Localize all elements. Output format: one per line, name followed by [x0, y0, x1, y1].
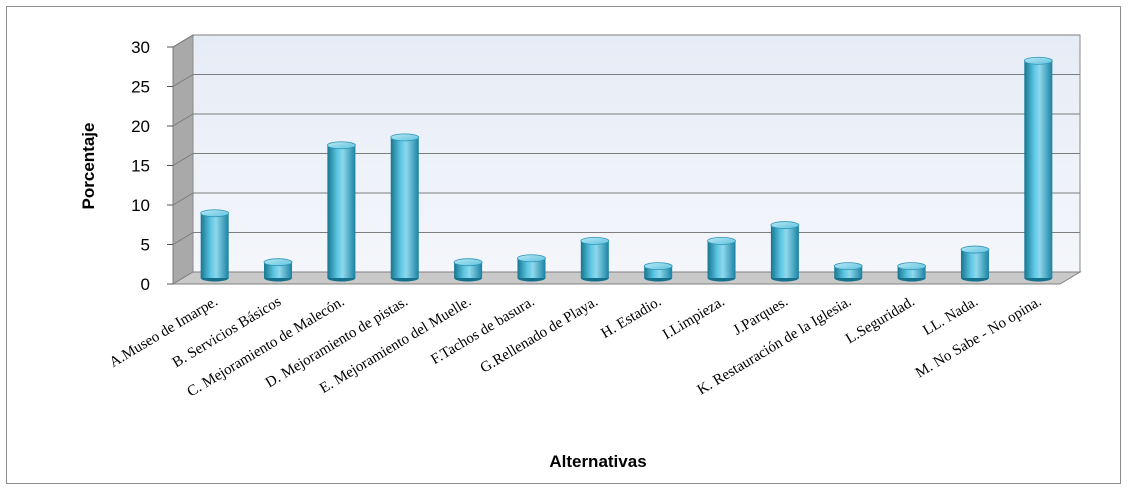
gridline-side [172, 232, 194, 245]
floor [171, 271, 1082, 285]
bar [326, 141, 356, 282]
y-tick-label: 10 [131, 196, 150, 215]
bar [897, 262, 927, 282]
bar-top [200, 209, 230, 218]
gridline-side [172, 113, 194, 127]
bar-top [390, 133, 420, 142]
bar-body [454, 262, 483, 278]
x-tick-label: F.Tachos de basura. [428, 294, 537, 368]
bar-body [264, 262, 293, 278]
bar-body [897, 266, 926, 278]
y-tick-label: 25 [131, 78, 150, 97]
bar [263, 258, 293, 282]
y-tick-label: 0 [141, 275, 150, 294]
x-tick-label: A.Museo de Imarpe. [107, 294, 221, 371]
bar [1023, 56, 1053, 282]
bar-top [643, 262, 673, 271]
x-tick-label: I.Limpieza. [660, 294, 728, 343]
bar-top [960, 245, 990, 254]
bar-body [517, 258, 546, 278]
bar-body [327, 145, 356, 278]
bar [580, 236, 610, 282]
bar [517, 254, 546, 282]
x-tick-label: L.Seguridad. [843, 294, 918, 348]
bar-top [517, 254, 546, 263]
bar [453, 258, 483, 282]
bar-body [200, 213, 229, 278]
gridline-side [172, 74, 194, 87]
gridline-side [172, 153, 194, 166]
bar-body [1024, 60, 1053, 278]
bar-top [1023, 56, 1053, 65]
bar-top [326, 141, 356, 150]
bar [960, 245, 990, 282]
bar-top [897, 262, 927, 271]
bar-top [707, 236, 736, 245]
bar-top [770, 221, 800, 229]
x-tick-label: B. Servicios Básicos [170, 294, 284, 372]
gridline-side [172, 34, 194, 48]
bar-body [390, 137, 419, 278]
bars [200, 56, 1053, 282]
bar-body [834, 266, 863, 278]
bar-body [644, 266, 673, 278]
x-axis-labels: A.Museo de Imarpe.B. Servicios BásicosC.… [107, 294, 1045, 401]
gridline-side [172, 192, 194, 206]
x-tick-label: H. Estadio. [599, 294, 665, 342]
bar [390, 133, 420, 282]
bar [833, 262, 863, 282]
x-tick-label: G.Rellenado de Playa. [478, 294, 601, 377]
bar [643, 262, 673, 282]
bar-top [833, 262, 863, 271]
bar-top [263, 258, 293, 267]
y-tick-label: 5 [141, 236, 150, 255]
bar-body [960, 249, 989, 278]
bar-top [453, 258, 483, 267]
y-axis-ticks: 0 5 10 15 20 25 30 [131, 38, 173, 294]
y-tick-label: 30 [131, 38, 150, 57]
bar [770, 221, 800, 282]
bar [707, 236, 736, 282]
bar-top [580, 236, 610, 245]
bar [200, 209, 230, 282]
y-tick-label: 15 [131, 157, 150, 176]
y-axis-title: Porcentaje [79, 123, 98, 210]
bar-body [770, 225, 799, 278]
plot-walls [171, 34, 1082, 285]
bar-body [707, 240, 736, 278]
x-axis-title: Alternativas [549, 452, 646, 471]
bar-body [580, 240, 609, 278]
y-tick-label: 20 [131, 117, 150, 136]
